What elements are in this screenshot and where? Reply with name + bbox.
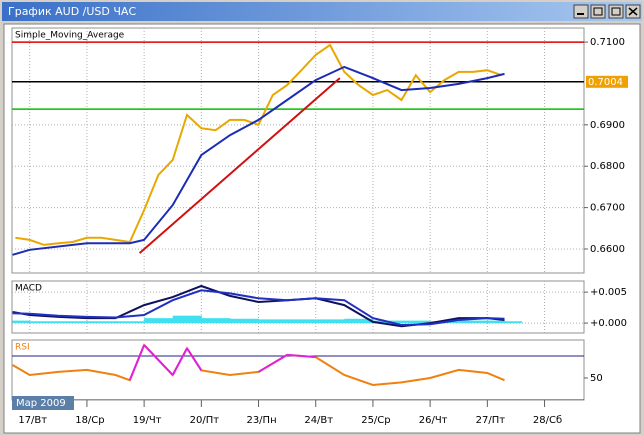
x-tick-label: 27/Пт [476,415,506,426]
overbought-segment [143,344,174,376]
histogram-bar [86,321,117,324]
histogram-bar [201,318,231,324]
series-line [12,65,505,256]
window-buttons [573,4,641,19]
period-label: Мар 2009 [16,398,66,409]
overbought-segment [287,353,316,359]
overbought-segment [128,344,146,381]
histogram-bar [315,319,345,324]
histogram-bar [29,321,59,324]
overbought-segment [171,347,188,376]
overbought-segment [186,347,203,371]
panel-title: RSI [15,343,30,353]
x-tick-label: 23/Пн [246,415,276,426]
series-line [138,77,341,254]
plot [12,343,584,400]
histogram-bar [12,320,31,324]
window-title: График AUD /USD ЧАС [8,5,136,18]
x-tick-label: 18/Ср [75,415,104,426]
maximize-button[interactable] [590,4,606,19]
y-tick-label: +0.000 [590,318,627,329]
panel [11,27,585,274]
restore-icon [611,7,621,16]
histogram-bar [401,320,431,324]
series-line [12,343,505,387]
restore-button[interactable] [608,4,624,19]
y-tick-label: 0.7100 [590,37,625,48]
y-tick-label: 0.6700 [590,203,625,214]
series-line [12,284,505,328]
histogram-bar [58,321,88,324]
panel [11,280,585,334]
panel [11,339,585,401]
x-tick-label: 25/Ср [361,415,390,426]
histogram-bar [258,319,288,324]
minimize-button[interactable] [573,4,589,19]
x-tick-label: 26/Чт [419,415,448,426]
title-bar [2,2,642,21]
y-tick-label: 50 [590,373,603,384]
panel-title: Simple_Moving_Average [15,31,125,41]
series-line [15,43,502,246]
histogram-bar [287,319,317,324]
overbought-segment [258,354,288,373]
histogram-bar [487,320,505,324]
y-tick-label: 0.6600 [590,244,625,255]
x-tick-label: 24/Вт [304,415,333,426]
period-box [12,396,74,410]
x-tick-label: 20/Пт [190,415,220,426]
histogram-bar [344,318,374,324]
x-tick-label: 28/Сб [533,415,562,426]
y-tick-label: +0.005 [590,287,627,298]
histogram-bar [458,320,488,324]
x-tick-label: 19/Чт [133,415,162,426]
histogram-bar [504,321,523,324]
histogram-bar [115,321,145,324]
price-marker [586,75,628,88]
y-tick-label: 0.6800 [590,161,625,172]
histogram-bar [172,315,202,324]
price-marker-label: 0.7004 [588,77,623,88]
histogram-bar [229,318,260,324]
close-icon [628,7,638,16]
x-tick-label: 17/Вт [18,415,47,426]
maximize-icon [593,7,603,16]
series-line [12,289,505,327]
panel-title: MACD [15,284,42,294]
plot [12,28,584,273]
y-tick-label: 0.6900 [590,120,625,131]
plot [12,281,584,333]
histogram-bar [144,318,174,324]
